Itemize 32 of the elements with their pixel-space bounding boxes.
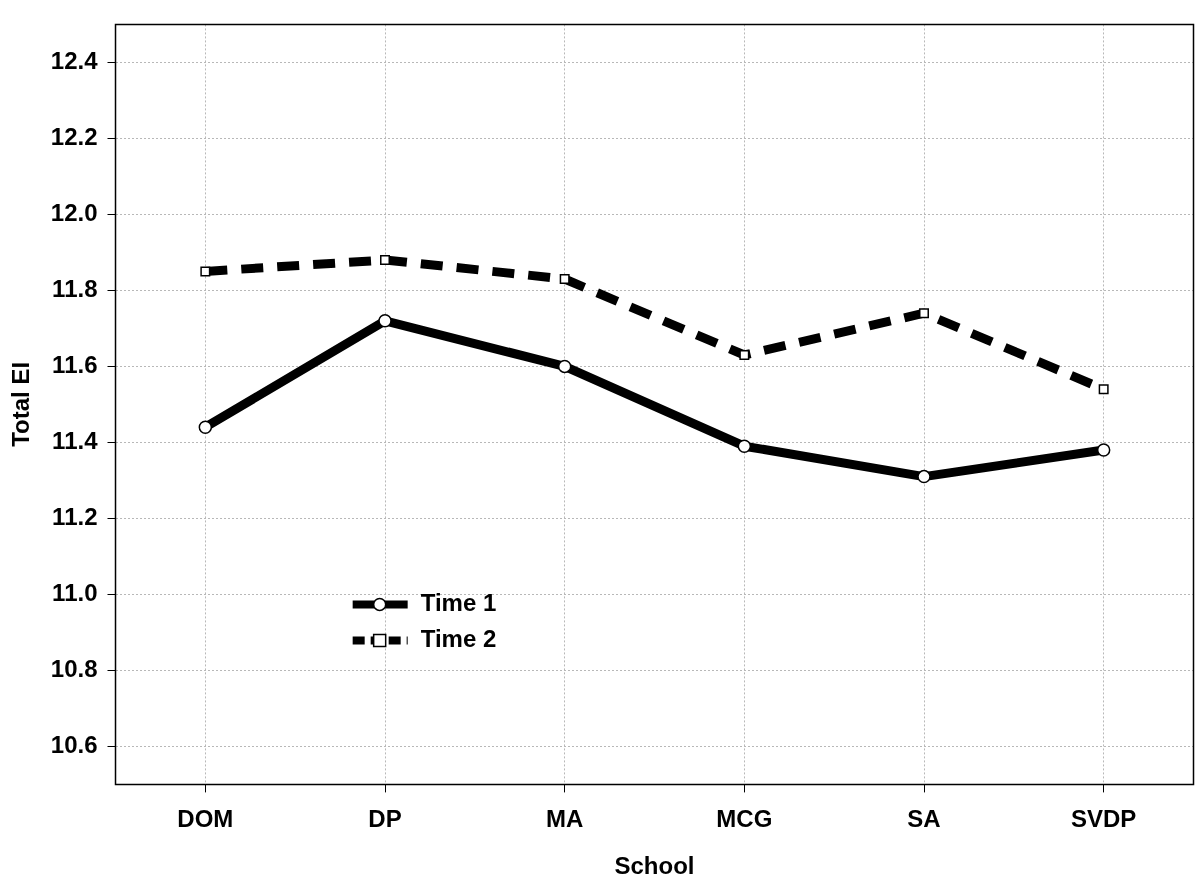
y-tick-label: 12.0 bbox=[50, 199, 98, 227]
x-tick-label: DP bbox=[368, 805, 402, 833]
legend-label: Time 2 bbox=[420, 625, 497, 653]
x-tick-label: DOM bbox=[177, 805, 234, 833]
x-tick-label: MA bbox=[546, 805, 584, 833]
point bbox=[739, 350, 750, 360]
point bbox=[917, 469, 931, 484]
x-tick-label: SVDP bbox=[1070, 805, 1137, 833]
point bbox=[919, 308, 929, 319]
y-tick-label: 10.8 bbox=[50, 655, 98, 683]
point bbox=[1096, 443, 1111, 457]
x-tick-label: MCG bbox=[716, 805, 773, 833]
y-axis-title: Total EI bbox=[7, 361, 35, 447]
x-tick-label: SA bbox=[907, 805, 941, 833]
y-tick-label: 12.2 bbox=[50, 123, 98, 151]
point bbox=[380, 255, 390, 265]
point bbox=[557, 359, 572, 374]
y-tick-label: 10.6 bbox=[50, 731, 98, 759]
y-tick-label: 11.6 bbox=[52, 351, 98, 379]
y-tick-label: 11.8 bbox=[52, 275, 98, 303]
point bbox=[1098, 384, 1109, 395]
point bbox=[200, 266, 211, 277]
point bbox=[737, 439, 752, 453]
y-tick-label: 11.0 bbox=[52, 579, 98, 607]
point bbox=[198, 420, 213, 434]
y-tick-label: 12.4 bbox=[50, 47, 99, 75]
y-tick-label: 11.4 bbox=[52, 427, 99, 455]
y-tick-label: 11.2 bbox=[52, 503, 98, 531]
x-axis-title: School bbox=[614, 852, 695, 880]
point bbox=[559, 274, 570, 284]
point bbox=[378, 314, 392, 328]
legend-label: Time 1 bbox=[420, 589, 497, 617]
